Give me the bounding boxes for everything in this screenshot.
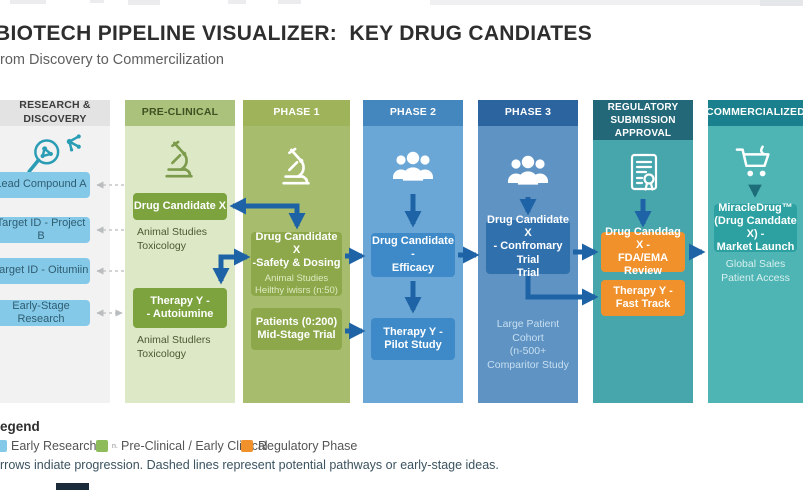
- pipeline-title: BIOTECH PIPELINE VISUALIZER: KEY DRUG CA…: [0, 22, 593, 45]
- stage-box-drug-candidate-x: Drug Candidate X: [133, 199, 227, 212]
- pipeline-subtitle: rom Discovery to Commercilization: [0, 52, 224, 68]
- note-animal-studlers: Animal Studlers Toxicology: [137, 334, 211, 360]
- note-large-patient-cohort: Large Patient Cohort (n-500+ Comparitor …: [487, 318, 569, 371]
- legend-chip-regulatory: [241, 440, 253, 452]
- stage-box-fda-ema-review: Drug Canddag X - FDA/EMA Review: [605, 225, 681, 278]
- top-artifact: [228, 0, 246, 4]
- document-seal-icon: [626, 152, 662, 196]
- note-healthy-volunteers: Animal Studies Heilthy iwisrs (n:50): [255, 273, 338, 297]
- legend-chip-early-research: [0, 440, 7, 452]
- people-icon: [506, 154, 550, 186]
- top-artifact: [278, 0, 301, 4]
- column-body-commercialized: [708, 126, 803, 403]
- column-header-phase-2: PHASE 2: [363, 100, 463, 126]
- stage-box-target-oitumiin: Target ID - Oitumiin: [0, 258, 90, 284]
- legend-chip-pre-clinical: [96, 440, 108, 452]
- stage-box-lead-compound: Lead Compound A: [0, 172, 90, 198]
- stage-box-early-stage-research: Early-Stage Research: [0, 300, 90, 326]
- stage-box-target-project-b: Target ID - Project B: [0, 217, 90, 243]
- stage-box-safety-dosing: Drug Candidate X -Safety & Dosing: [252, 230, 341, 270]
- bottom-artifact: [56, 483, 89, 490]
- column-header-phase-3: PHASE 3: [478, 100, 578, 126]
- note-global-sales: Global Sales Patient Access: [721, 258, 790, 284]
- legend-chip-suffix: n.: [112, 443, 118, 450]
- stage-box-mid-stage-trial: Patients (0:200) Mid-Stage Trial: [255, 315, 338, 341]
- note-animal-studies: Animal Studies Toxicology: [137, 226, 208, 252]
- stage-box-confirmatory-trial: Drug Candidate X - Confromary Trial Tria…: [487, 214, 569, 279]
- legend-title: egend: [0, 419, 40, 434]
- stage-box-pilot-study: Therapy Y - Pilot Study: [383, 325, 443, 351]
- stage-box-market-launch: MiracleDrug™ (Drug Canddate X) - Market …: [714, 201, 797, 254]
- microscope-icon: [278, 146, 316, 190]
- stage-box-efficacy: Drug Candidate - Efficacy: [372, 235, 454, 274]
- column-header-phase-1: PHASE 1: [243, 100, 350, 126]
- people-icon: [391, 150, 435, 182]
- top-artifact: [90, 0, 104, 3]
- top-artifact: [430, 0, 803, 5]
- top-artifact: [760, 0, 803, 6]
- cart-icon: [734, 142, 776, 182]
- legend-label-regulatory: Regulatory Phase: [258, 439, 358, 453]
- legend-label-early-research: Early Research: [11, 439, 97, 453]
- column-header-regulatory: REGULATORY SUBMISSION APPROVAL: [593, 100, 693, 140]
- legend-label-pre-clinical: Pre-Clinical / Early Clinical: [121, 439, 268, 453]
- top-artifact: [128, 0, 160, 5]
- top-artifact: [10, 0, 46, 4]
- column-header-commercialized: COMMERCIALIZED: [706, 100, 803, 126]
- stage-box-fast-track: Therapy Y - Fast Track: [613, 284, 673, 310]
- microscope-icon: [161, 140, 199, 182]
- column-header-pre-clinical: PRE-CLINICAL: [125, 100, 235, 126]
- legend-footnote: rrows indiate progression. Dashed lines …: [0, 458, 499, 472]
- column-header-research-discovery: RESEARCH & DISCOVERY: [0, 99, 110, 126]
- stage-box-therapy-y-autoiumine: Therapy Y - - Autoiumine: [146, 294, 214, 320]
